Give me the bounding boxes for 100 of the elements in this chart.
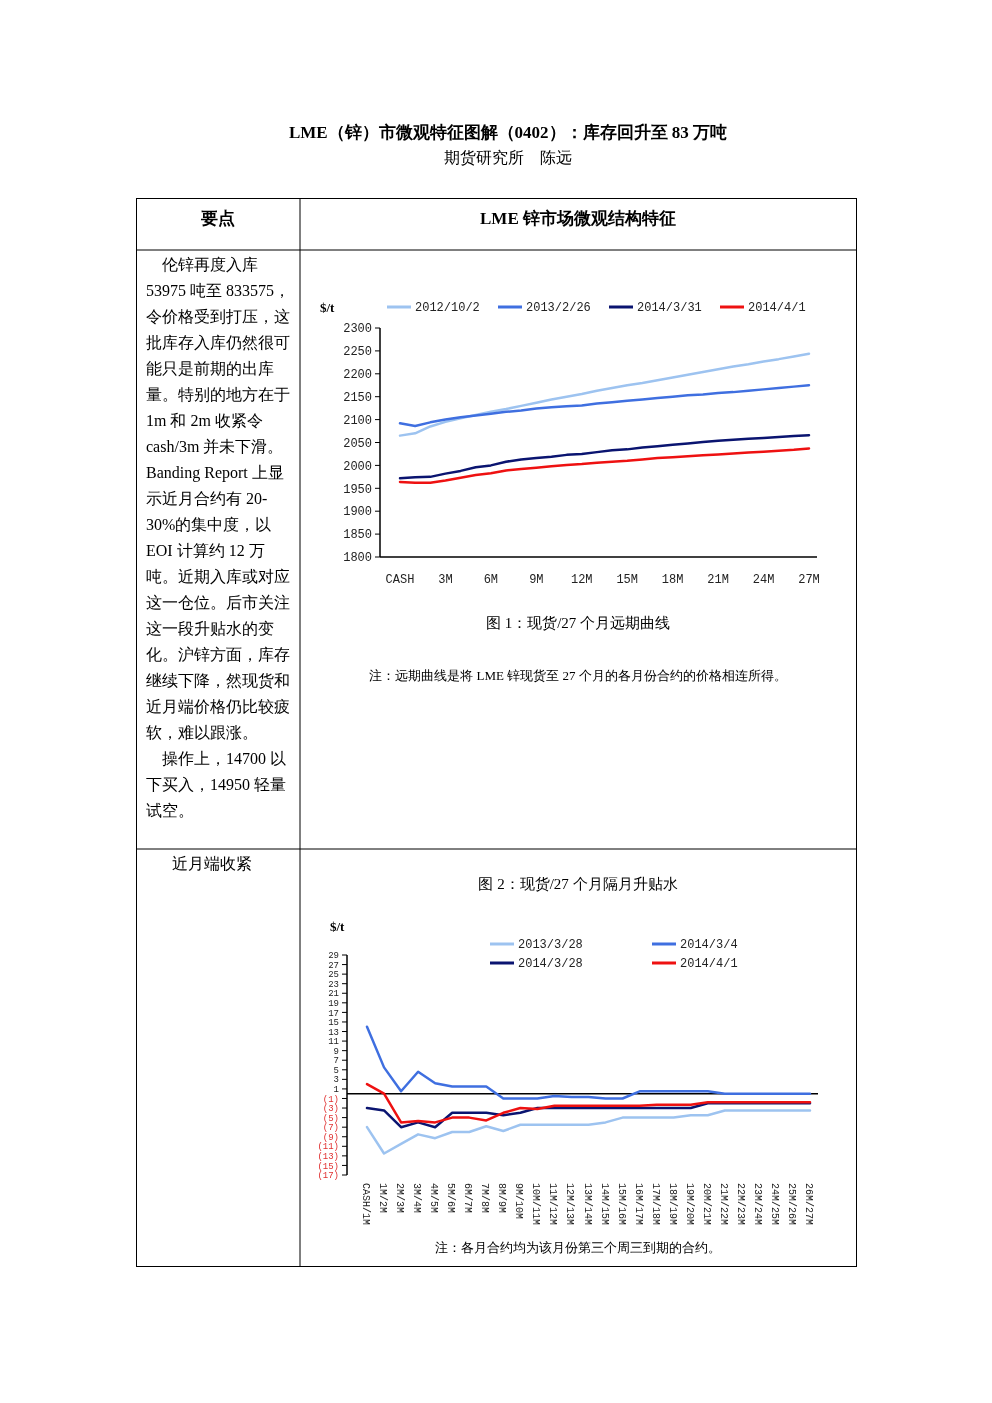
x-tick-label: 16M/17M <box>632 1183 644 1226</box>
x-tick-label: 15M <box>616 573 639 587</box>
y-tick-label: 23 <box>328 979 339 990</box>
line-series <box>365 1082 812 1124</box>
y-tick-label: 2100 <box>343 413 372 428</box>
x-tick-label: CASH <box>385 573 415 587</box>
x-tick-label: 25M/26M <box>785 1183 797 1226</box>
legend-label: 2014/3/28 <box>518 957 583 972</box>
y-tick-label: 25 <box>328 970 339 981</box>
x-tick-label: 15M/16M <box>615 1183 627 1226</box>
y-tick-label: 7 <box>333 1056 339 1067</box>
x-tick-label: 9M/10M <box>513 1183 525 1220</box>
x-tick-label: 14M/15M <box>598 1183 610 1226</box>
y-tick-label: 2300 <box>343 322 372 337</box>
y-axis-title: $/t <box>330 919 346 934</box>
y-tick-label: 2000 <box>343 459 372 474</box>
x-tick-label: 22M/23M <box>734 1183 746 1226</box>
y-tick-label: (17) <box>317 1171 339 1182</box>
x-tick-label: 21M/22M <box>717 1183 729 1226</box>
x-tick-label: 21M <box>707 573 729 587</box>
y-tick-label: (15) <box>317 1161 339 1172</box>
text: 近月端收紧 <box>170 854 253 874</box>
y-tick-label: (5) <box>322 1113 339 1124</box>
y-tick-label: 9 <box>333 1046 339 1057</box>
line-series <box>398 352 811 437</box>
y-tick-label: 19 <box>328 998 339 1009</box>
text: 操作上，14700 以下买入，14950 轻量试空。 <box>146 749 287 821</box>
y-tick-label: 17 <box>328 1008 339 1019</box>
y-tick-label: (11) <box>317 1142 339 1153</box>
x-tick-label: 20M/21M <box>700 1183 712 1226</box>
y-tick-label: 1950 <box>343 482 372 497</box>
x-tick-label: 3M/4M <box>411 1183 423 1214</box>
chart-title: 图 2：现货/27 个月隔月升贴水 <box>478 876 678 892</box>
x-tick-label: 1M/2M <box>377 1183 389 1214</box>
y-tick-label: 1850 <box>343 528 372 543</box>
x-tick-label: 18M/19M <box>666 1183 678 1226</box>
x-tick-label: 6M <box>483 573 499 587</box>
text: 图 1：现货/27 个月远期曲线 <box>485 615 671 631</box>
x-tick-label: 6M/7M <box>462 1183 474 1214</box>
y-tick-label: (3) <box>322 1104 339 1115</box>
y-tick-label: 2200 <box>343 368 372 382</box>
y-tick-label: (1) <box>322 1094 339 1105</box>
x-tick-label: 23M/24M <box>751 1183 763 1226</box>
text: 注：各月合约均为该月份第三个周三到期的合约。 <box>435 1240 721 1255</box>
x-tick-label: 13M/14M <box>581 1183 593 1226</box>
x-tick-label: 24M <box>752 573 775 587</box>
y-tick-label: 5 <box>333 1065 339 1076</box>
x-tick-label: 12M/13M <box>564 1183 576 1226</box>
y-tick-label: (7) <box>322 1123 339 1134</box>
legend-label: 2014/3/4 <box>680 938 738 953</box>
legend-label: 2012/10/2 <box>415 301 480 316</box>
line-series <box>398 433 811 480</box>
y-tick-label: 21 <box>328 989 339 1000</box>
y-axis-title: $/t <box>320 300 336 315</box>
x-tick-label: CASH/1M <box>360 1183 371 1226</box>
y-tick-label: 1800 <box>343 551 372 566</box>
text: 注：远期曲线是将 LME 锌现货至 27 个月的各月份合约的价格相连所得。 <box>369 668 787 683</box>
legend-label: 2013/3/28 <box>518 938 583 953</box>
text: 要点 <box>200 208 236 230</box>
x-tick-label: 9M <box>529 573 544 587</box>
y-tick-label: 15 <box>328 1018 339 1029</box>
x-tick-label: 5M/6M <box>445 1183 457 1214</box>
legend-label: 2013/2/26 <box>526 301 591 316</box>
x-tick-label: 17M/18M <box>649 1183 661 1226</box>
x-tick-label: 10M/11M <box>530 1183 542 1226</box>
y-tick-label: 13 <box>328 1027 339 1038</box>
y-tick-label: (9) <box>322 1132 339 1143</box>
text: 期货研究所 陈远 <box>443 148 573 168</box>
x-tick-label: 8M/9M <box>496 1183 508 1214</box>
text: LME（锌）市微观特征图解（0402）：库存回升至 83 万吨 <box>287 122 729 144</box>
y-tick-label: 2050 <box>343 436 372 451</box>
x-tick-label: 3M <box>438 573 453 587</box>
line-series <box>365 1025 812 1100</box>
legend-label: 2014/4/1 <box>748 301 806 316</box>
x-tick-label: 19M/20M <box>683 1183 695 1226</box>
x-tick-label: 24M/25M <box>768 1183 780 1226</box>
y-tick-label: 29 <box>328 951 339 962</box>
y-tick-label: 11 <box>328 1037 339 1048</box>
x-tick-label: 27M <box>798 573 820 587</box>
y-tick-label: 27 <box>328 960 339 971</box>
y-tick-label: (13) <box>317 1152 339 1163</box>
x-tick-label: 4M/5M <box>428 1183 440 1214</box>
line-series <box>365 1109 812 1155</box>
y-tick-label: 3 <box>333 1075 339 1086</box>
x-tick-label: 18M <box>661 573 684 587</box>
y-tick-label: 1900 <box>343 505 372 520</box>
y-tick-label: 2150 <box>343 390 372 405</box>
y-tick-label: 2250 <box>343 345 372 360</box>
y-tick-label: 1 <box>333 1085 339 1096</box>
line-series <box>398 384 811 428</box>
legend-label: 2014/3/31 <box>637 301 702 316</box>
line-series <box>398 447 811 485</box>
x-tick-label: 11M/12M <box>547 1183 559 1226</box>
x-tick-label: 12M <box>570 573 593 587</box>
x-tick-label: 2M/3M <box>394 1183 406 1214</box>
x-tick-label: 26M/27M <box>803 1183 814 1226</box>
text: LME 锌市场微观结构特征 <box>479 208 677 230</box>
legend-label: 2014/4/1 <box>680 957 738 972</box>
x-tick-label: 7M/8M <box>479 1183 491 1214</box>
text: 伦锌再度入库 53975 吨至 833575，令价格受到打压，这批库存入库仍然很可能只是前期的出库量。特别的地方在于 1m 和 2m 收紧令 cash/3m 并未下滑。Banding Report 上显示近月合约有 20-30%的集中度，以 EOI 计算约 12 万吨。近期入库或对应这一仓位。后市关注这一段升贴水的变化。沪锌方面，库存继续下降，然现货和近月端价格仍比较疲软，难以跟涨。 <box>146 256 290 741</box>
